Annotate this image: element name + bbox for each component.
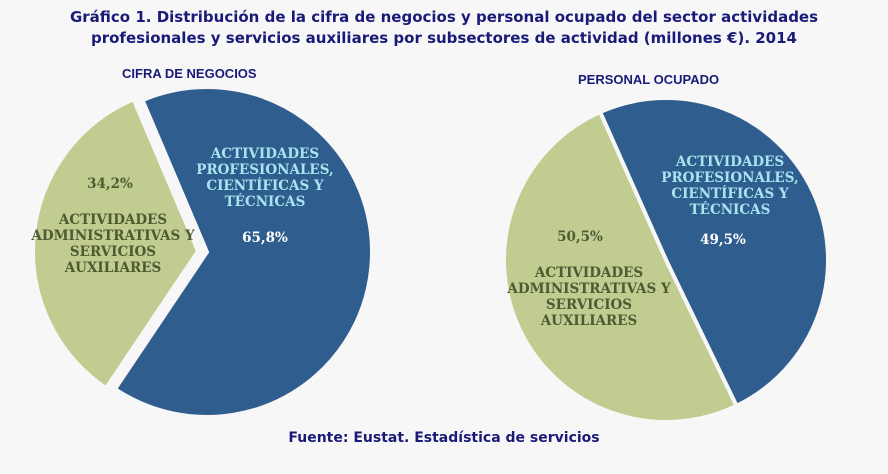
title-line-1: Gráfico 1. Distribución de la cifra de n…	[69, 8, 819, 26]
pie2-slice-administrativas	[502, 109, 740, 425]
pie1-slice-administrativas	[31, 96, 201, 391]
pie1-value-administrativas: 34,2%	[87, 176, 133, 192]
chart-title: Gráfico 1. Distribución de la cifra de n…	[0, 7, 888, 49]
pie2-title: PERSONAL OCUPADO	[578, 72, 720, 87]
pie2-label-profesionales: ACTIVIDADES PROFESIONALES, CIENTÍFICAS Y…	[661, 154, 799, 218]
source-note: Fuente: Eustat. Estadística de servicios	[288, 430, 600, 446]
pie2-value-administrativas: 50,5%	[557, 229, 603, 245]
pie1-slice-profesionales	[112, 85, 374, 419]
pie1-value-profesionales: 65,8%	[242, 230, 288, 246]
title-line-2: profesionales y servicios auxiliares por…	[90, 29, 797, 47]
pie1-label-administrativas: ACTIVIDADES ADMINISTRATIVAS Y SERVICIOS …	[31, 212, 195, 276]
pie2-value-profesionales: 49,5%	[700, 232, 746, 248]
pie2-slice-profesionales	[597, 96, 830, 409]
pie1-label-profesionales: ACTIVIDADES PROFESIONALES, CIENTÍFICAS Y…	[196, 146, 334, 210]
pie1-title: CIFRA DE NEGOCIOS	[122, 66, 257, 81]
pie2-label-administrativas: ACTIVIDADES ADMINISTRATIVAS Y SERVICIOS …	[507, 265, 671, 329]
